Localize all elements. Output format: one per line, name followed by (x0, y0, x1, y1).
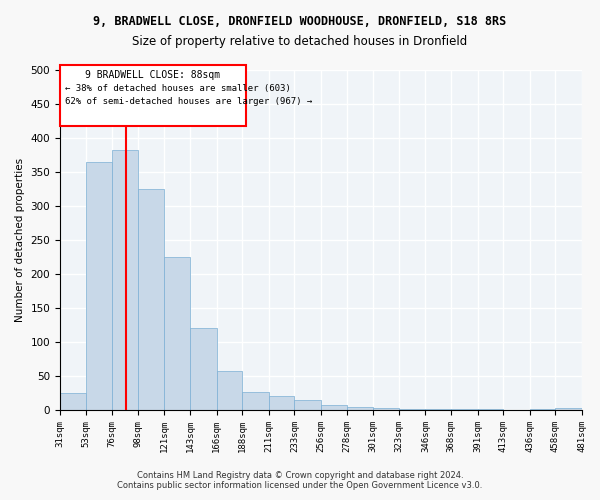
Bar (295, 400, 321, 410)
Bar (556, 408, 582, 410)
Text: 62% of semi-detached houses are larger (967) →: 62% of semi-detached houses are larger (… (65, 97, 312, 106)
Bar (217, 370, 242, 410)
Bar (112, 150, 138, 410)
Text: Size of property relative to detached houses in Dronfield: Size of property relative to detached ho… (133, 35, 467, 48)
Y-axis label: Number of detached properties: Number of detached properties (15, 158, 25, 322)
Text: 9 BRADWELL CLOSE: 88sqm: 9 BRADWELL CLOSE: 88sqm (85, 70, 220, 80)
Bar (269, 396, 295, 410)
Bar (242, 392, 269, 410)
Text: ← 38% of detached houses are smaller (603): ← 38% of detached houses are smaller (60… (65, 84, 290, 92)
Bar (86, 162, 112, 410)
Bar (138, 189, 164, 410)
Text: 9, BRADWELL CLOSE, DRONFIELD WOODHOUSE, DRONFIELD, S18 8RS: 9, BRADWELL CLOSE, DRONFIELD WOODHOUSE, … (94, 15, 506, 28)
Bar (321, 404, 347, 410)
Text: Contains HM Land Registry data © Crown copyright and database right 2024.
Contai: Contains HM Land Registry data © Crown c… (118, 470, 482, 490)
Bar (373, 408, 399, 410)
Bar (60, 393, 86, 410)
Bar (190, 328, 217, 410)
FancyBboxPatch shape (60, 64, 245, 126)
Bar (399, 408, 425, 410)
Bar (347, 406, 373, 410)
Bar (164, 257, 190, 410)
